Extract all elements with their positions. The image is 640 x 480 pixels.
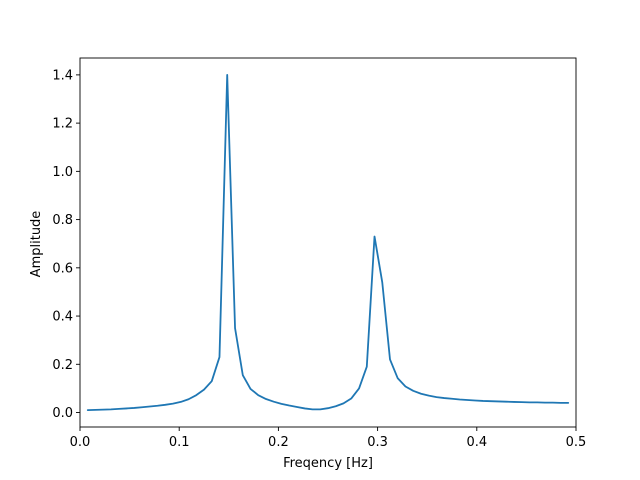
x-tick-label: 0.1	[169, 435, 190, 450]
x-tick-label: 0.5	[566, 435, 587, 450]
x-axis-label: Freqency [Hz]	[283, 456, 373, 471]
y-tick-label: 0.2	[52, 358, 73, 373]
y-tick-label: 0.8	[52, 213, 73, 228]
y-tick-label: 1.2	[52, 117, 73, 132]
y-tick-label: 0.4	[52, 310, 73, 325]
y-tick-label: 1.4	[52, 68, 73, 83]
axes: 0.0 0.1 0.2 0.3 0.4 0.5 0.0 0.2 0.4 0.6 0.8 1.0 1.2 1…	[52, 57, 587, 450]
plot-area	[86, 73, 570, 412]
x-tick-label: 0.0	[70, 435, 91, 450]
series-line-0	[86, 73, 570, 412]
y-tick-label: 1.0	[52, 165, 73, 180]
x-tick-label: 0.2	[268, 435, 289, 450]
y-axis-label: Amplitude	[29, 211, 44, 278]
y-tick-label: 0.6	[52, 261, 73, 276]
x-tick-label: 0.4	[466, 435, 487, 450]
x-tick-label: 0.3	[367, 435, 388, 450]
y-tick-label: 0.0	[52, 406, 73, 421]
plot-frame	[79, 57, 577, 428]
